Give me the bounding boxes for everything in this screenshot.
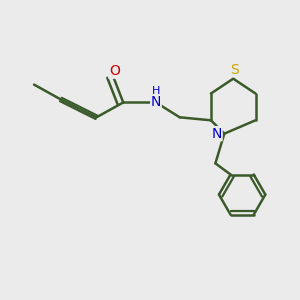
Text: H: H (152, 86, 160, 96)
Text: N: N (151, 95, 161, 110)
Text: O: O (109, 64, 120, 78)
Text: N: N (212, 127, 222, 141)
Text: S: S (230, 63, 239, 77)
